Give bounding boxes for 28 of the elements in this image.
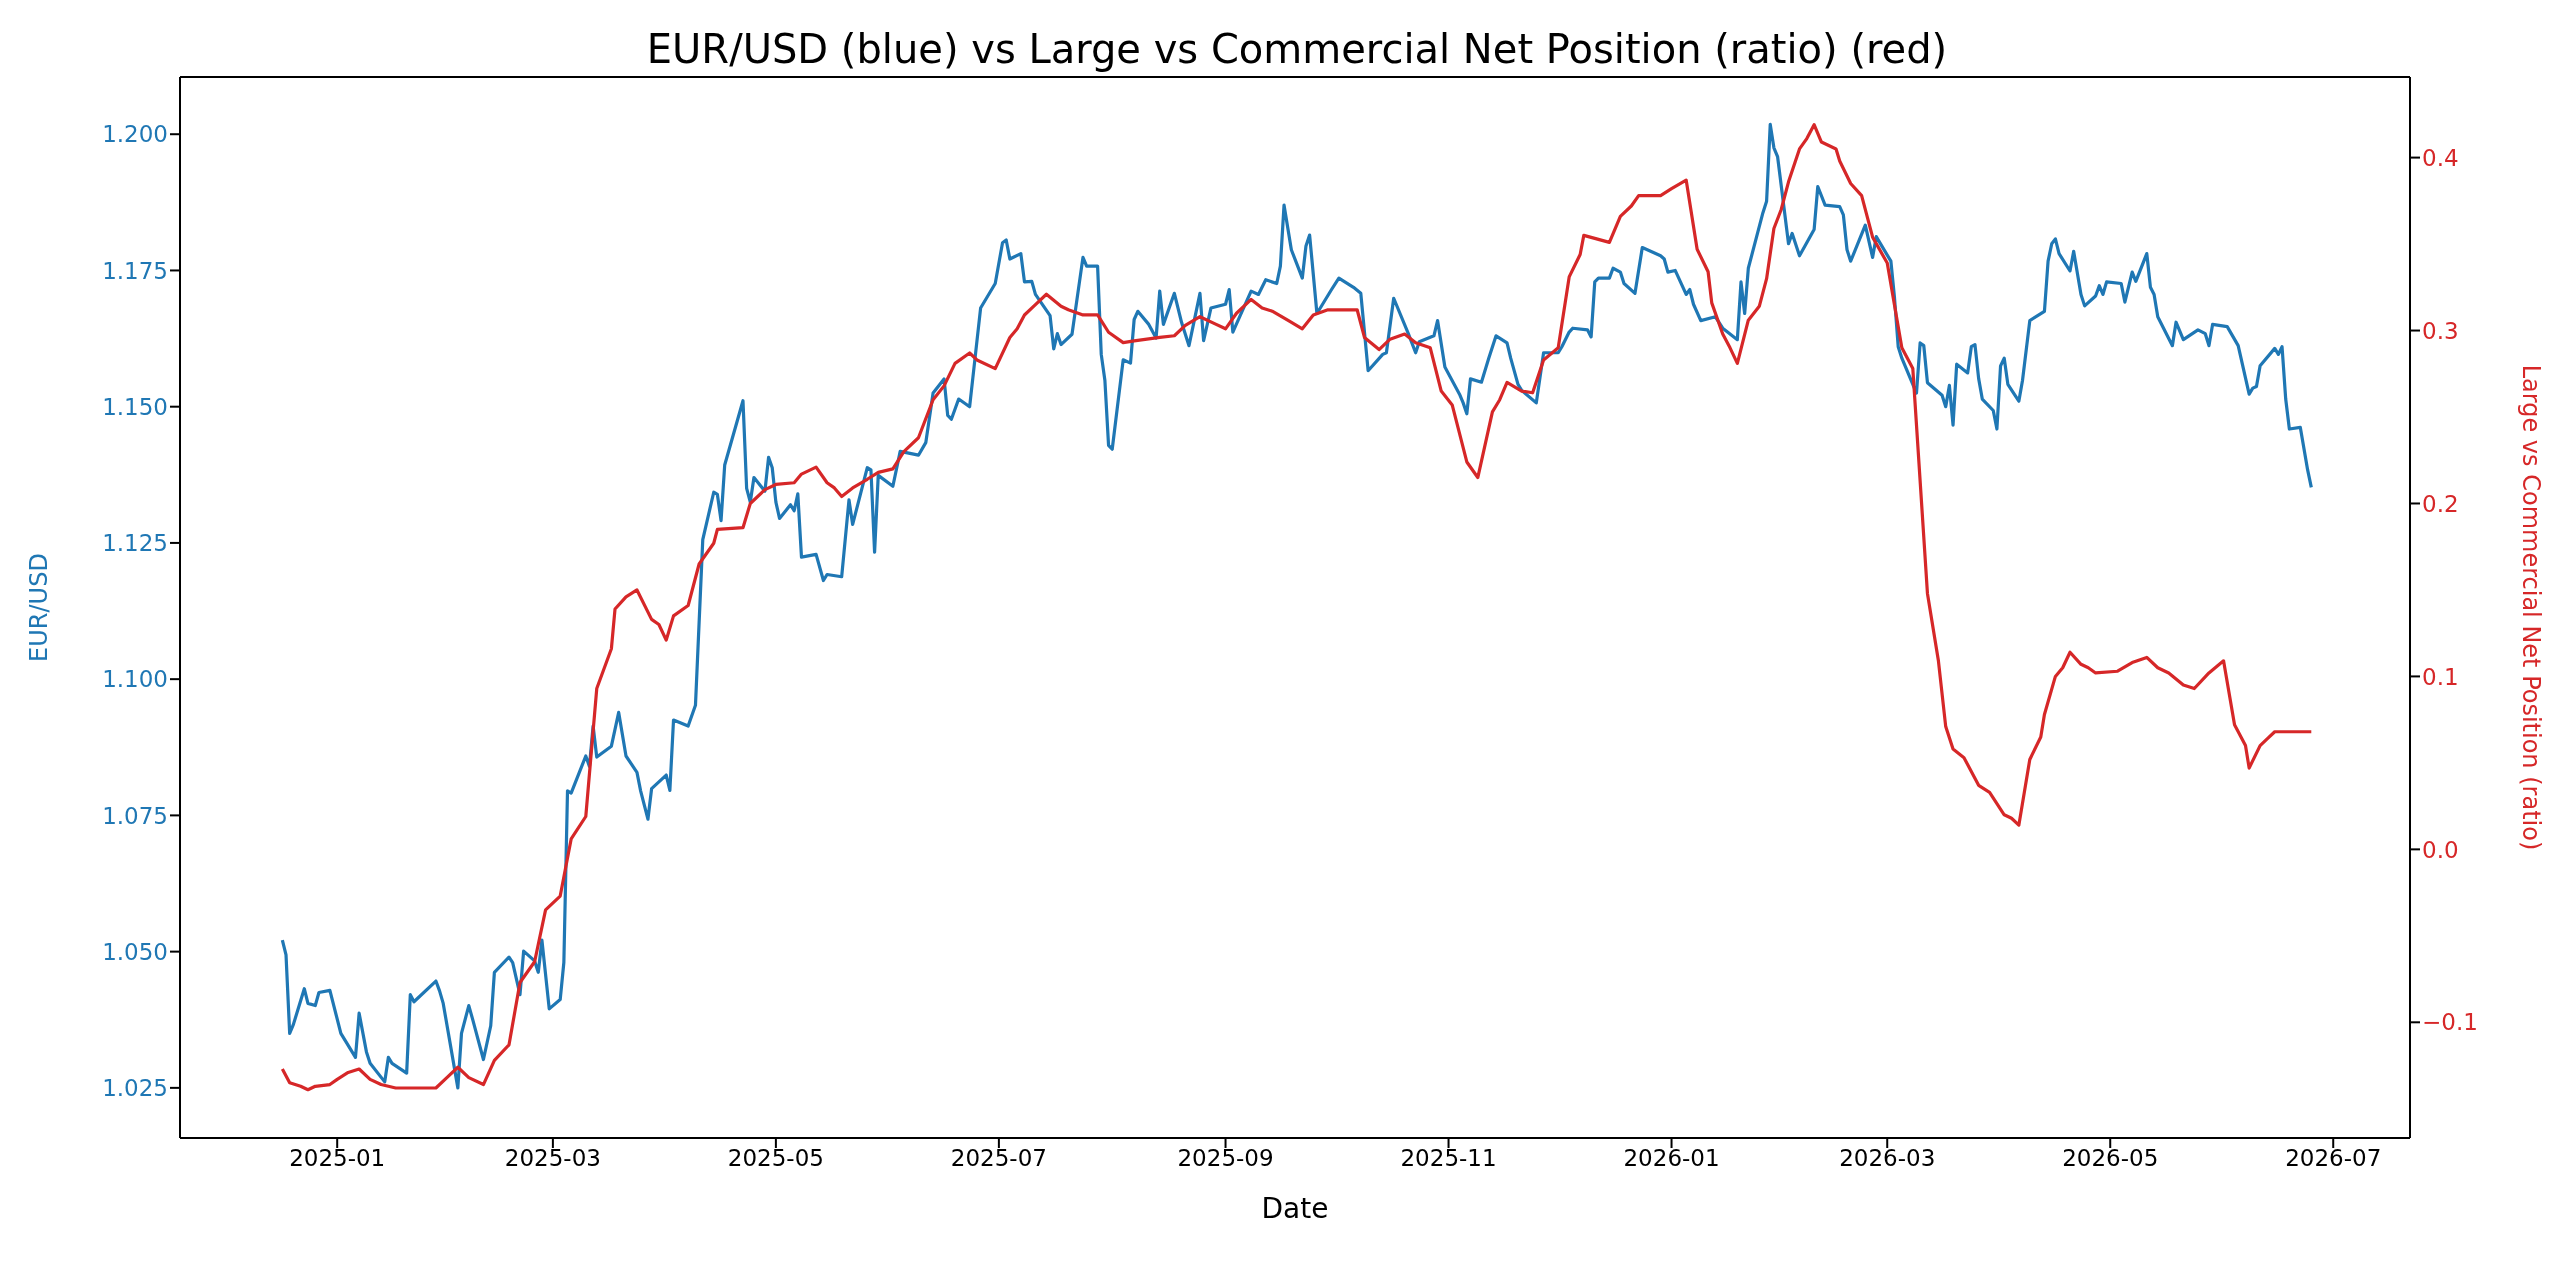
x-tick-label: 2026-05 xyxy=(2062,1145,2159,1172)
x-tick-label: 2025-09 xyxy=(1177,1145,1274,1172)
y-tick-label: 1.050 xyxy=(102,938,168,965)
x-axis-title: Date xyxy=(1261,1192,1329,1225)
y2-tick-label: 0.0 xyxy=(2422,836,2459,863)
y2-tick-label: 0.3 xyxy=(2422,317,2459,344)
x-tick-label: 2025-07 xyxy=(950,1145,1047,1172)
y-tick-label: 1.150 xyxy=(102,393,168,420)
y-tick-label: 1.200 xyxy=(102,121,168,148)
y2-tick-label: −0.1 xyxy=(2422,1009,2478,1036)
x-tick-label: 2025-11 xyxy=(1400,1145,1497,1172)
x-tick-label: 2025-05 xyxy=(727,1145,824,1172)
y2-tick-label: 0.4 xyxy=(2422,144,2459,171)
y-tick-label: 1.100 xyxy=(102,666,168,693)
y2-tick-label: 0.1 xyxy=(2422,663,2459,690)
x-tick-label: 2025-03 xyxy=(504,1145,601,1172)
y2-axis-title: Large vs Commercial Net Position (ratio) xyxy=(2517,364,2546,851)
y-tick-label: 1.125 xyxy=(102,530,168,557)
x-tick-label: 2026-01 xyxy=(1623,1145,1720,1172)
x-tick-label: 2026-07 xyxy=(2285,1145,2382,1172)
y-tick-label: 1.175 xyxy=(102,257,168,284)
y-tick-label: 1.025 xyxy=(102,1075,168,1102)
y2-tick-label: 0.2 xyxy=(2422,490,2459,517)
chart-title: EUR/USD (blue) vs Large vs Commercial Net Position (ratio) (red) xyxy=(645,26,1949,72)
x-tick-label: 2025-01 xyxy=(289,1145,386,1172)
y-tick-label: 1.075 xyxy=(102,802,168,829)
x-tick-label: 2026-03 xyxy=(1839,1145,1936,1172)
y-axis-title: EUR/USD xyxy=(24,553,53,662)
